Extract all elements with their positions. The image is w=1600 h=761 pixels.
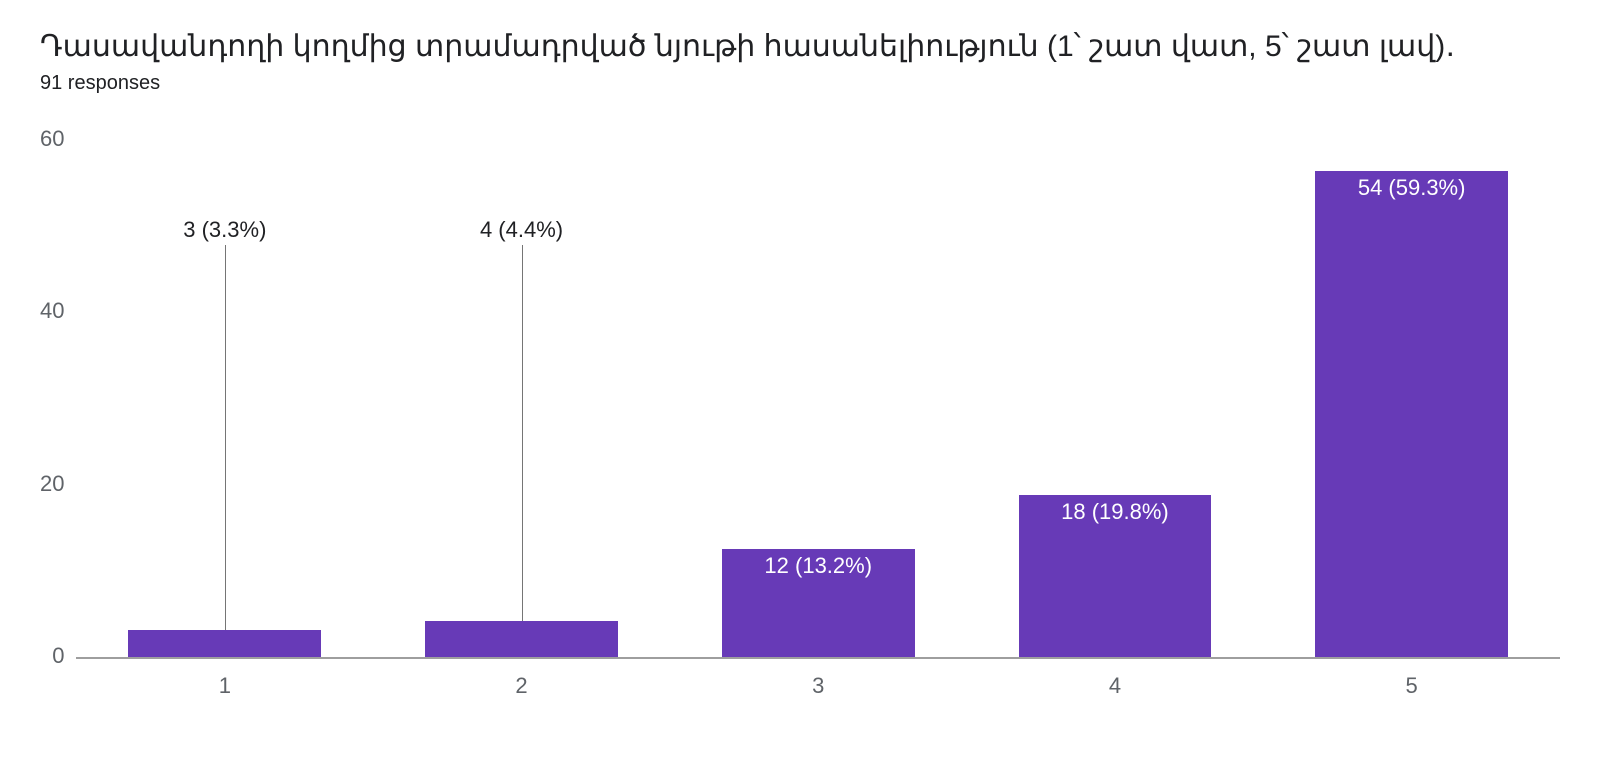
y-tick-label: 60	[40, 128, 64, 150]
x-tick-label: 5	[1406, 673, 1418, 699]
y-tick-label: 20	[40, 473, 64, 495]
bar-value-label: 3 (3.3%)	[183, 217, 266, 243]
chart-title: Դասավանդողի կողմից տրամադրված նյութի հաս…	[40, 28, 1560, 66]
leader-line	[522, 245, 523, 621]
chart-area: 60 40 20 0 3 (3.3%) 4 (4.4%) 12 (13.2%) 18 (19…	[40, 101, 1560, 761]
bar	[1315, 171, 1508, 657]
bar-value-label: 12 (13.2%)	[764, 553, 872, 579]
x-tick-label: 1	[219, 673, 231, 699]
plot-area: 3 (3.3%) 4 (4.4%) 12 (13.2%) 18 (19.8%) 54 (…	[76, 117, 1560, 659]
bar	[425, 621, 618, 657]
bar-value-label: 18 (19.8%)	[1061, 499, 1169, 525]
y-tick-label: 40	[40, 300, 64, 322]
plot-column: 3 (3.3%) 4 (4.4%) 12 (13.2%) 18 (19.8%) 54 (…	[76, 117, 1560, 761]
bar-value-label: 4 (4.4%)	[480, 217, 563, 243]
x-tick-label: 3	[812, 673, 824, 699]
x-tick-label: 2	[515, 673, 527, 699]
leader-line	[225, 245, 226, 630]
bar	[128, 630, 321, 657]
bar-value-label: 54 (59.3%)	[1358, 175, 1466, 201]
x-axis: 1 2 3 4 5	[76, 659, 1560, 719]
y-tick-label: 0	[52, 645, 64, 667]
chart-subtitle: 91 responses	[40, 72, 1560, 95]
x-tick-label: 4	[1109, 673, 1121, 699]
chart-container: Դասավանդողի կողմից տրամադրված նյութի հաս…	[0, 0, 1600, 761]
y-axis: 6040200	[40, 117, 76, 657]
